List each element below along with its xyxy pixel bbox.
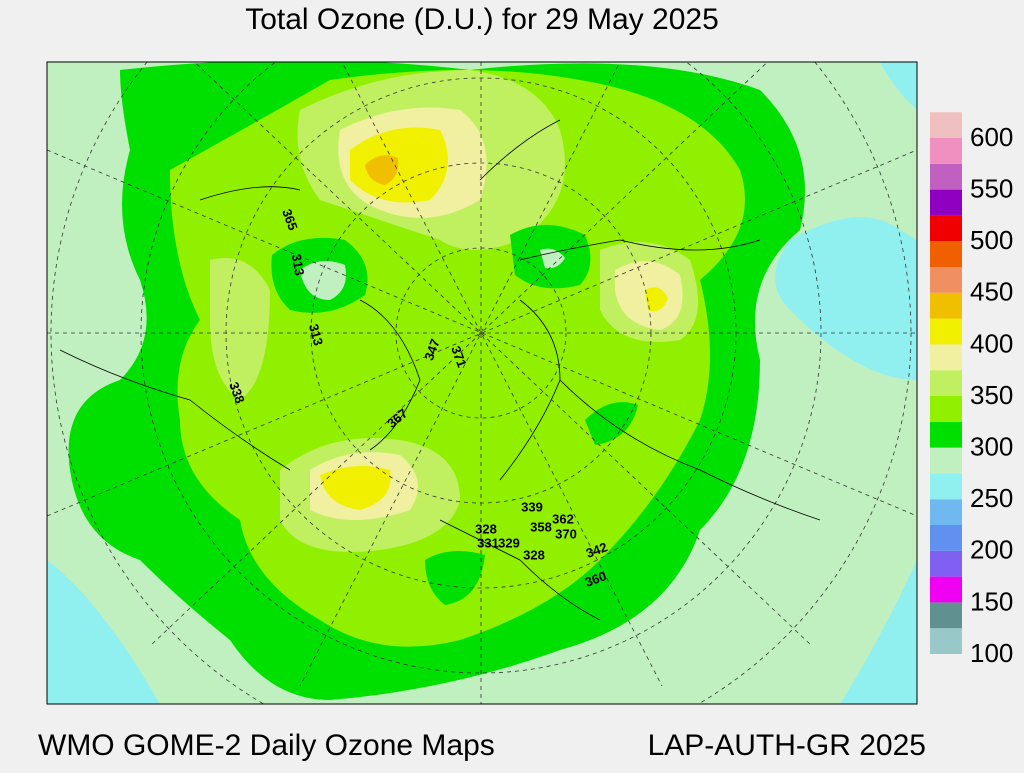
colorbar-swatch [930, 241, 962, 267]
station-value: 329 [498, 535, 520, 550]
colorbar-swatch [930, 292, 962, 319]
station-value: 338 [226, 380, 248, 406]
colorbar-swatch [930, 421, 962, 448]
footer-right: LAP-AUTH-GR 2025 [648, 729, 926, 762]
colorbar-label: 100 [970, 638, 1013, 668]
colorbar-swatch [930, 215, 962, 242]
station-value: 370 [555, 526, 577, 541]
colorbar-label: 500 [970, 225, 1013, 255]
colorbar-swatch [930, 344, 962, 371]
graticule [47, 62, 917, 704]
station-value: 347 [421, 337, 443, 363]
colorbar-swatch [930, 602, 962, 629]
colorbar-swatch [930, 267, 962, 293]
station-value: 342 [584, 539, 610, 561]
ozone-425 [320, 127, 668, 510]
colorbar-swatch [930, 318, 962, 345]
colorbar-swatch [930, 370, 962, 396]
colorbar-label: 400 [970, 328, 1013, 358]
station-value: 328 [475, 521, 497, 536]
colorbar: 100 150 200 250 300 350 400 450 500 550 600 [930, 112, 1013, 668]
colorbar-swatch [930, 576, 962, 603]
colorbar-label: 300 [970, 431, 1013, 461]
station-value: 313 [289, 253, 308, 277]
colorbar-swatch [930, 550, 962, 577]
colorbar-swatch [930, 628, 962, 654]
colorbar-swatch [930, 189, 962, 216]
colorbar-label: 150 [970, 586, 1013, 616]
ozone-450 [365, 155, 399, 185]
colorbar-label: 200 [970, 535, 1013, 565]
colorbar-swatch [930, 525, 962, 551]
map [47, 62, 917, 704]
colorbar-swatch [930, 138, 962, 164]
colorbar-swatch [930, 112, 962, 138]
station-value: 358 [530, 519, 552, 534]
colorbar-label: 550 [970, 173, 1013, 203]
station-value: 365 [279, 207, 301, 233]
footer-left: WMO GOME-2 Daily Ozone Maps [38, 729, 495, 762]
ozone-375 [210, 70, 698, 552]
station-value: 313 [306, 322, 326, 347]
colorbar-swatch [930, 473, 962, 500]
colorbar-swatch [930, 499, 962, 525]
station-value: 328 [523, 547, 545, 562]
map-frame [46, 61, 918, 705]
station-value: 339 [521, 499, 543, 514]
colorbar-label: 600 [970, 122, 1013, 152]
colorbar-swatch [930, 163, 962, 190]
colorbar-label: 450 [970, 277, 1013, 307]
station-value: 362 [552, 511, 574, 526]
title: Total Ozone (D.U.) for 29 May 2025 [245, 3, 719, 36]
ozone-low [300, 248, 565, 300]
colorbar-swatch [930, 447, 962, 474]
station-value: 331 [477, 535, 499, 550]
ozone-green-patch [271, 225, 638, 605]
colorbar-swatch [930, 396, 962, 422]
station-value: 360 [583, 568, 609, 590]
coastlines [59, 119, 821, 621]
station-value: 371 [448, 344, 470, 370]
ozone-400 [310, 107, 683, 520]
colorbar-label: 350 [970, 380, 1013, 410]
colorbar-label: 250 [970, 483, 1013, 513]
